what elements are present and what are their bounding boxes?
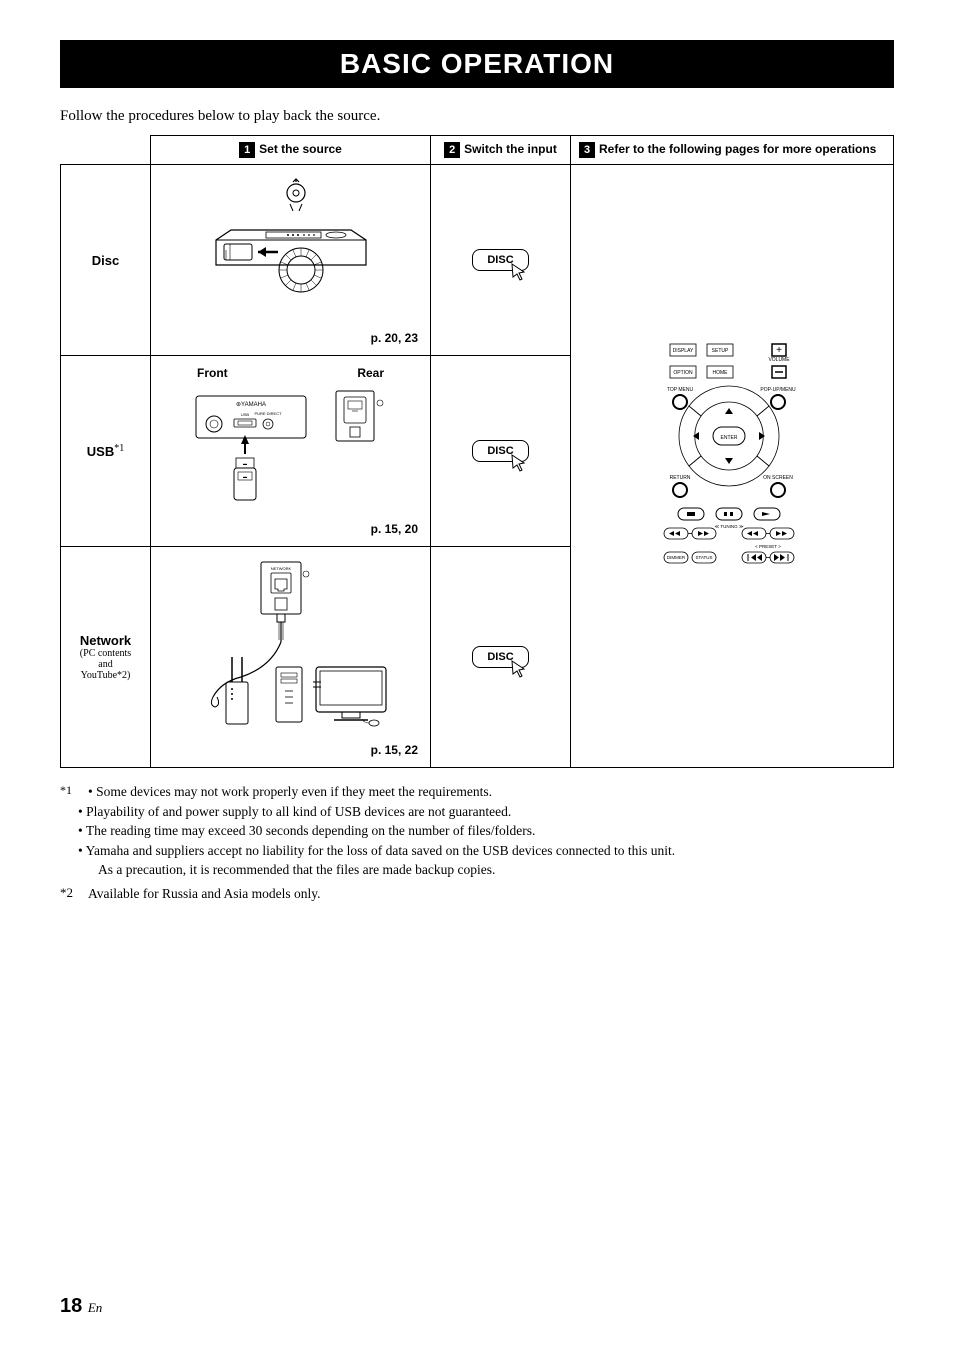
note1-marker: *1 <box>60 782 88 799</box>
svg-text:NETWORK: NETWORK <box>270 566 291 571</box>
remote-control-illustration: DISPLAY SETUP + VOLUME OPTION HOME <box>662 336 802 596</box>
step-2-badge: 2 <box>444 142 460 158</box>
svg-text:▬: ▬ <box>243 461 247 466</box>
step-3-badge: 3 <box>579 142 595 158</box>
operation-table: 1 Set the source 2 Switch the input 3 Refer… <box>60 135 894 768</box>
svg-text:≪ TUNING ≫: ≪ TUNING ≫ <box>714 524 743 529</box>
remote-return-label: RETURN <box>670 475 691 481</box>
cursor-arrow-icon <box>510 659 530 679</box>
cell-network-source: NETWORK <box>151 547 431 768</box>
usb-page-ref: p. 15, 20 <box>157 522 424 536</box>
remote-status-label: STATUS <box>695 555 712 560</box>
remote-volume-label: VOLUME <box>768 357 790 363</box>
network-illustration: NETWORK <box>171 557 411 737</box>
network-page-ref: p. 15, 22 <box>157 743 424 757</box>
page-title: BASIC OPERATION <box>60 40 894 88</box>
svg-text:PURE DIRECT: PURE DIRECT <box>254 411 282 416</box>
svg-text:< PRESET >: < PRESET > <box>755 544 781 549</box>
remote-option-label: OPTION <box>673 370 693 376</box>
remote-popup-label: POP-UP/MENU <box>760 387 796 393</box>
remote-tuning-label: TUNING <box>720 524 738 529</box>
row-label-network: Network (PC contents and YouTube*2) <box>61 547 151 768</box>
usb-rear-label: Rear <box>357 366 384 380</box>
header-col1-text: Set the source <box>259 142 342 156</box>
svg-text:▬: ▬ <box>243 474 247 479</box>
header-blank <box>61 136 151 165</box>
remote-home-label: HOME <box>713 370 729 376</box>
note1-l4: Yamaha and suppliers accept no liability… <box>86 843 676 858</box>
remote-topmenu-label: TOP MENU <box>667 387 694 393</box>
remote-enter-label: ENTER <box>721 435 738 441</box>
network-sub3: YouTube*2) <box>67 670 144 681</box>
footnotes: *1• Some devices may not work properly e… <box>60 782 894 903</box>
cell-network-input: DISC <box>431 547 571 768</box>
step-1-badge: 1 <box>239 142 255 158</box>
note1-l5: As a precaution, it is recommended that … <box>98 862 495 877</box>
svg-text:+: + <box>776 345 782 356</box>
header-col2-text: Switch the input <box>464 142 557 156</box>
usb-label: USB <box>87 444 114 459</box>
header-set-source: 1 Set the source <box>151 136 431 165</box>
cell-usb-input: DISC <box>431 356 571 547</box>
svg-text:⊛YAMAHA: ⊛YAMAHA <box>236 402 266 408</box>
row-label-disc: Disc <box>61 165 151 356</box>
cell-disc-source: p. 20, 23 <box>151 165 431 356</box>
page-lang: En <box>88 1300 102 1315</box>
table-row-disc: Disc <box>61 165 894 356</box>
header-more-ops: 3 Refer to the following pages for more o… <box>571 136 894 165</box>
cell-remote: DISPLAY SETUP + VOLUME OPTION HOME <box>571 165 894 768</box>
disc-button[interactable]: DISC <box>472 249 528 271</box>
remote-dimmer-label: DIMMER <box>667 555 686 560</box>
remote-setup-label: SETUP <box>712 348 729 354</box>
svg-text:USB: USB <box>240 412 249 417</box>
note2-l1: Available for Russia and Asia models onl… <box>88 886 320 901</box>
network-label: Network <box>67 633 144 648</box>
usb-illustration: ⊛YAMAHA USB PURE DIRECT <box>181 386 401 516</box>
cursor-arrow-icon <box>510 262 530 282</box>
note1-l2: Playability of and power supply to all k… <box>86 804 511 819</box>
network-sub2: and <box>67 659 144 670</box>
remote-preset-label: PRESET <box>759 544 777 549</box>
page-num-value: 18 <box>60 1295 82 1317</box>
page-number: 18 En <box>60 1295 102 1318</box>
disc-player-illustration <box>201 175 381 325</box>
disc-page-ref: p. 20, 23 <box>157 331 424 345</box>
note2-marker: *2 <box>60 884 88 903</box>
cell-disc-input: DISC <box>431 165 571 356</box>
cell-usb-source: Front Rear ⊛YAMAHA USB <box>151 356 431 547</box>
header-switch-input: 2 Switch the input <box>431 136 571 165</box>
usb-sup: *1 <box>114 443 124 454</box>
usb-front-label: Front <box>197 366 228 380</box>
disc-button-usb[interactable]: DISC <box>472 440 528 462</box>
intro-text: Follow the procedures below to play back… <box>60 108 894 125</box>
row-label-usb: USB*1 <box>61 356 151 547</box>
remote-display-label: DISPLAY <box>673 348 694 354</box>
disc-label: Disc <box>92 253 119 268</box>
cursor-arrow-icon <box>510 453 530 473</box>
remote-onscreen-label: ON SCREEN <box>763 475 793 481</box>
note1-l3: The reading time may exceed 30 seconds d… <box>86 823 535 838</box>
disc-button-network[interactable]: DISC <box>472 646 528 668</box>
network-sub1: (PC contents <box>67 648 144 659</box>
note1-l1: Some devices may not work properly even … <box>96 784 492 799</box>
header-col3-text: Refer to the following pages for more op… <box>599 142 876 156</box>
